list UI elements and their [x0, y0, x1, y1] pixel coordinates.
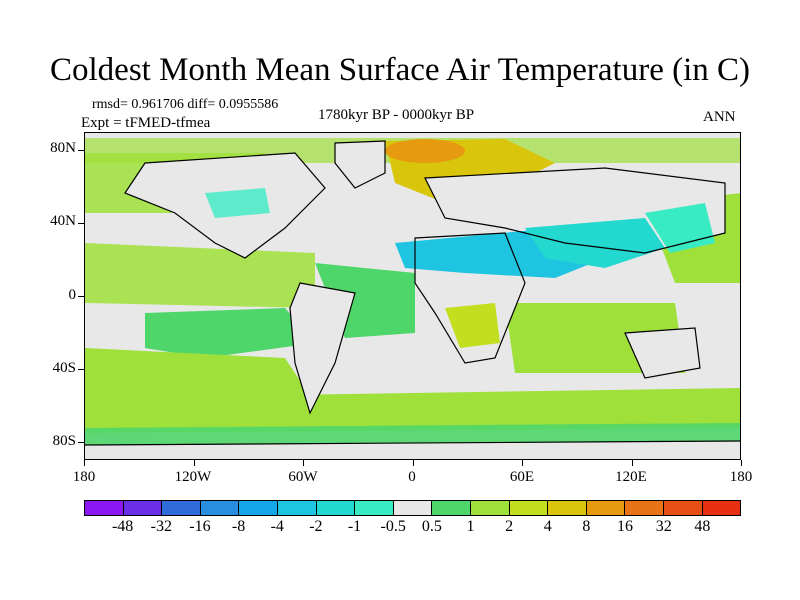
- coastlines: [85, 140, 740, 446]
- colorbar-label: 48: [694, 518, 711, 535]
- south-africa-warm: [445, 303, 500, 348]
- colorbar-cell: [702, 501, 741, 515]
- colorbar-label: 2: [505, 518, 514, 535]
- colorbar-cell: [470, 501, 510, 515]
- colorbar-label: -2: [309, 518, 323, 535]
- colorbar-cell: [663, 501, 703, 515]
- east-pacific-cool: [145, 308, 315, 358]
- page-title: Coldest Month Mean Surface Air Temperatu…: [50, 52, 750, 88]
- lon-tick-label: 0: [408, 469, 416, 485]
- southern-ocean-band: [85, 388, 740, 433]
- lon-tick-mark: [741, 460, 742, 466]
- lon-tick-label: 120W: [174, 469, 212, 485]
- colorbar-label: 8: [582, 518, 591, 535]
- south-america: [290, 283, 355, 413]
- colorbar-label: 1: [466, 518, 475, 535]
- lon-tick-mark: [84, 460, 85, 466]
- colorbar-cell: [586, 501, 626, 515]
- colorbar-cell: [509, 501, 549, 515]
- lon-tick-mark: [303, 460, 304, 466]
- lat-tick-mark: [78, 368, 84, 370]
- lon-tick-label: 60E: [509, 469, 535, 485]
- colorbar-cell: [355, 501, 394, 515]
- colorbar-cell: [85, 501, 124, 515]
- lon-tick-label: 60W: [288, 469, 318, 485]
- experiment-label: Expt = tFMED-tfmea: [81, 115, 211, 131]
- colorbar-cell: [432, 501, 471, 515]
- lon-tick-mark: [412, 460, 414, 466]
- colorbar-cell: [277, 501, 317, 515]
- colorbar-cell: [123, 501, 163, 515]
- lat-tick-mark: [78, 441, 84, 443]
- colorbar-label: -16: [189, 518, 211, 535]
- lon-tick-label: 120E: [615, 469, 647, 485]
- australia: [625, 328, 700, 378]
- temperature-anomaly-map: [84, 132, 741, 460]
- greenland: [335, 141, 385, 188]
- colorbar-label: -4: [270, 518, 284, 535]
- north-america-cool: [205, 188, 270, 218]
- lon-tick-label: 180: [72, 469, 96, 485]
- colorbar-label: 0.5: [421, 518, 442, 535]
- colorbar: [84, 500, 741, 516]
- south-asia-cool: [525, 218, 665, 268]
- cool-anomaly-regions: [205, 188, 715, 348]
- lat-tick-label: 80S: [52, 433, 76, 449]
- lon-tick-mark: [631, 460, 633, 466]
- lat-tick-label: 40N: [50, 213, 76, 229]
- colorbar-label: 4: [543, 518, 552, 535]
- colorbar-label: -32: [150, 518, 172, 535]
- lat-tick-label: 40S: [52, 360, 76, 376]
- lon-tick-mark: [522, 460, 523, 466]
- lon-tick-label: 180: [729, 469, 753, 485]
- lat-tick-label: 0: [68, 287, 77, 303]
- lat-tick-mark: [78, 150, 84, 152]
- colorbar-label: 32: [655, 518, 672, 535]
- arctic-warm-core: [385, 139, 465, 163]
- colorbar-cell: [548, 501, 587, 515]
- lat-tick-mark: [78, 223, 84, 225]
- colorbar-label: -1: [347, 518, 362, 535]
- south-pacific: [85, 348, 315, 403]
- lat-tick-mark: [78, 296, 84, 297]
- antarctica: [85, 441, 740, 459]
- period-label: 1780kyr BP - 0000kyr BP: [318, 107, 475, 123]
- colorbar-label: -48: [111, 518, 134, 535]
- colorbar-cell: [162, 501, 201, 515]
- lat-tick-label: 80N: [50, 140, 76, 156]
- colorbar-cell: [239, 501, 278, 515]
- antarctic-coast-band: [85, 423, 740, 445]
- tropical-pacific-band: [85, 243, 315, 308]
- season-label: ANN: [703, 109, 736, 125]
- colorbar-label: 16: [617, 518, 634, 535]
- colorbar-label: -0.5: [380, 518, 406, 535]
- colorbar-cell: [200, 501, 240, 515]
- colorbar-cell: [625, 501, 664, 515]
- east-asia-cool: [645, 203, 715, 253]
- rmsd-diff-stats: rmsd= 0.961706 diff= 0.0955586: [92, 97, 279, 112]
- colorbar-label: -8: [231, 518, 246, 535]
- colorbar-cell: [316, 501, 356, 515]
- map-canvas: [85, 138, 740, 459]
- colorbar-cell: [393, 501, 433, 515]
- lon-tick-mark: [193, 460, 195, 466]
